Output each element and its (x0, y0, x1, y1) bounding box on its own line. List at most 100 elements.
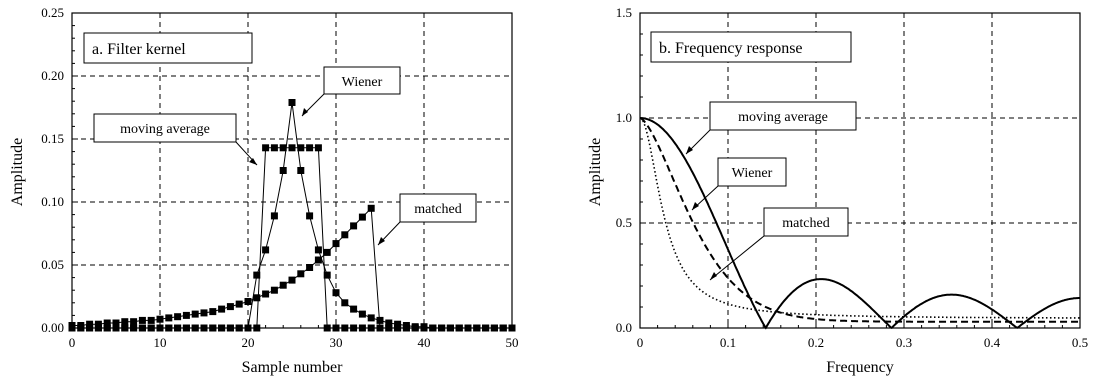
series-line-moving-average (640, 117, 1080, 330)
data-point-wiener (156, 324, 164, 332)
filter-kernel-chart: 0 10 20 30 40 50 0.00 0.05 0.10 0.15 0.2… (9, 5, 519, 376)
data-point-moving-average (279, 144, 287, 152)
data-point-matched (112, 319, 120, 327)
data-point-matched (191, 310, 199, 318)
annotation-arrow (709, 235, 765, 281)
data-point-matched (288, 276, 296, 284)
data-point-matched (226, 303, 234, 311)
data-point-matched (341, 231, 349, 239)
plot-frame-b (639, 12, 1081, 329)
annotation-box (717, 157, 787, 187)
data-point-wiener (200, 324, 208, 332)
data-point-matched (376, 324, 384, 332)
data-point-wiener (306, 212, 314, 220)
data-point-matched (94, 320, 102, 328)
y-tick-label: 0.15 (41, 131, 64, 146)
data-point-matched (332, 240, 340, 248)
title-box-frame (83, 32, 253, 64)
annotation-matched-b: matched (709, 207, 849, 281)
series-line-matched (639, 117, 1080, 319)
y-tick-label: 0.25 (41, 5, 64, 20)
series-line-moving-average (72, 147, 512, 329)
data-point-wiener (341, 299, 349, 307)
x-tick-label: 0.5 (1072, 335, 1088, 350)
x-axis-label-b: Frequency (826, 359, 894, 376)
data-point-matched (385, 324, 393, 332)
data-point-matched (165, 314, 173, 322)
y-tick-label: 0.0 (616, 320, 632, 335)
data-point-wiener (288, 99, 296, 106)
data-point-matched (490, 324, 498, 332)
data-point-matched (103, 319, 111, 327)
data-point-matched (464, 324, 472, 332)
data-point-moving-average (358, 324, 366, 332)
data-point-matched (482, 324, 490, 332)
data-point-wiener (270, 212, 278, 220)
x-tick-label: 0 (69, 335, 76, 350)
annotation-box (399, 193, 477, 223)
data-point-matched (86, 320, 94, 328)
x-axis-label-a: Sample number (242, 359, 344, 376)
title-box-frame (650, 31, 852, 63)
series-group-a (68, 99, 516, 332)
data-point-wiener (121, 324, 129, 332)
y-tick-labels-a: 0.00 0.05 0.10 0.15 0.20 0.25 (41, 5, 64, 335)
data-point-wiener (94, 324, 102, 332)
data-point-moving-average (350, 324, 358, 332)
plot-frame-a (71, 12, 513, 329)
data-point-moving-average (367, 324, 375, 332)
y-axis-label-a: Amplitude (9, 138, 26, 206)
annotation-label: Wiener (342, 75, 383, 90)
data-point-moving-average (323, 324, 331, 332)
chart-title-a: a. Filter kernel (92, 41, 186, 58)
data-point-matched (367, 204, 375, 212)
arrowhead (302, 108, 308, 116)
frequency-response-chart: 0 0.1 0.2 0.3 0.4 0.5 0.0 0.5 1.0 1.5 Fr… (587, 5, 1088, 376)
data-point-wiener (279, 167, 287, 174)
arrowhead (686, 146, 693, 154)
data-point-matched (121, 318, 129, 326)
y-tick-label: 1.0 (616, 110, 632, 125)
data-point-wiener (367, 314, 375, 322)
data-point-matched (429, 324, 437, 332)
data-point-wiener (174, 324, 182, 332)
data-point-wiener (358, 310, 366, 318)
y-tick-label: 0.00 (41, 320, 64, 335)
data-point-wiener (182, 324, 190, 332)
data-point-matched (138, 316, 146, 324)
data-point-moving-average (341, 324, 349, 332)
annotation-moving-average-a: moving average (93, 113, 258, 166)
y-tick-label: 0.5 (616, 215, 632, 230)
data-point-wiener (323, 271, 331, 279)
data-point-moving-average (332, 324, 340, 332)
annotation-label: Wiener (732, 166, 773, 181)
data-point-moving-average (288, 144, 296, 152)
data-point-matched (314, 256, 322, 264)
annotation-label: moving average (738, 110, 828, 125)
annotation-label: matched (782, 216, 829, 231)
annotation-box (763, 207, 849, 237)
arrowhead (710, 272, 717, 280)
data-point-matched (253, 294, 261, 302)
data-point-wiener (86, 324, 94, 332)
x-tick-label: 0.2 (808, 335, 824, 350)
data-point-matched (323, 248, 331, 256)
annotation-box (709, 101, 857, 131)
data-point-matched (297, 270, 305, 278)
data-point-wiener (226, 324, 234, 332)
data-point-matched (350, 222, 358, 230)
data-point-wiener (262, 246, 270, 254)
arrowhead (378, 237, 385, 245)
data-point-matched (174, 313, 182, 321)
x-tick-label: 20 (242, 335, 255, 350)
data-point-wiener (209, 324, 217, 332)
data-point-moving-average (270, 144, 278, 152)
data-point-matched (411, 324, 419, 332)
x-tick-label: 0.1 (720, 335, 736, 350)
x-tick-label: 30 (330, 335, 343, 350)
annotation-matched-a: matched (377, 193, 477, 246)
data-point-matched (358, 213, 366, 221)
arrowhead (692, 202, 699, 210)
data-point-wiener (385, 319, 393, 327)
